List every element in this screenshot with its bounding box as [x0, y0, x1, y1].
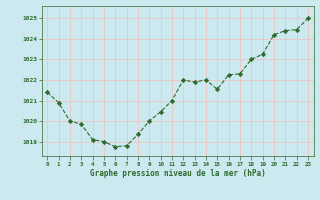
X-axis label: Graphe pression niveau de la mer (hPa): Graphe pression niveau de la mer (hPa)	[90, 169, 266, 178]
